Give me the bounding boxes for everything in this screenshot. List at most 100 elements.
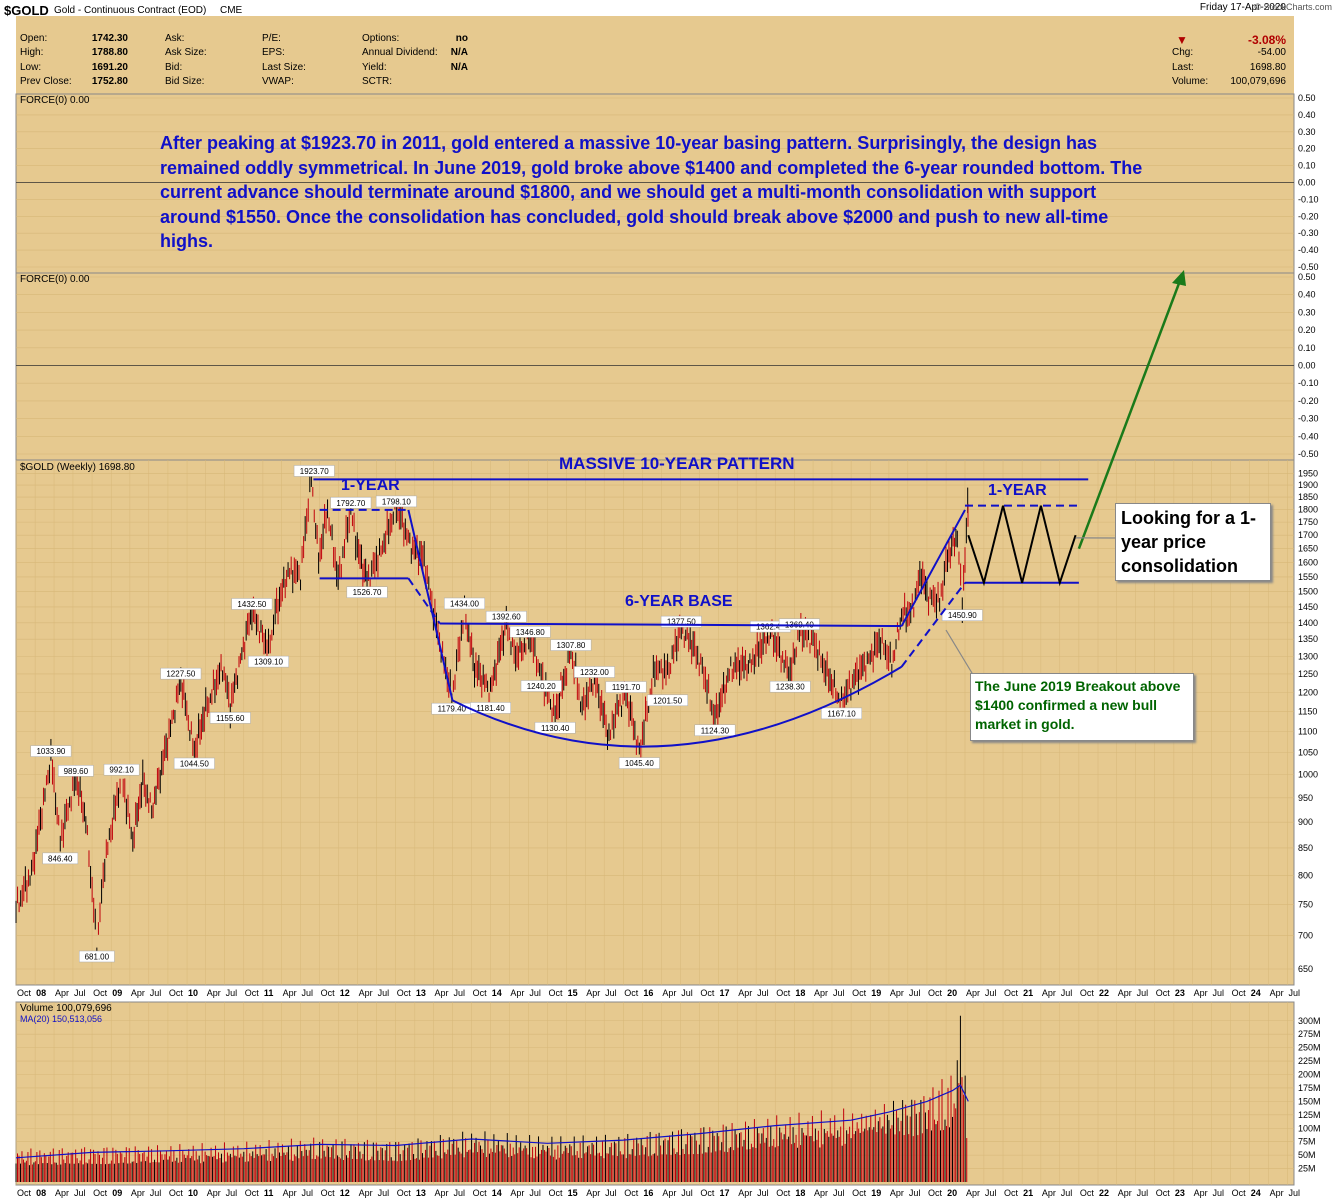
down-arrow-icon: ▼ (1176, 33, 1188, 47)
x-tick-label: Oct (776, 988, 791, 998)
x-tick-label: 14 (492, 1188, 502, 1198)
quote-value: 1752.80 (91, 76, 128, 87)
x-tick-label: 22 (1099, 988, 1109, 998)
price-label-box (103, 763, 140, 776)
six-year-base-line (439, 622, 902, 628)
x-tick-label: Apr (586, 1188, 600, 1198)
price-label: 846.40 (48, 854, 73, 863)
x-tick-label: Oct (1156, 988, 1171, 998)
price-label: 1201.50 (653, 696, 682, 705)
info-panel (16, 16, 1294, 94)
y-tick-label: 75M (1298, 1137, 1316, 1147)
x-tick-label: Apr (207, 988, 221, 998)
quote-label: VWAP: (262, 76, 294, 87)
descending-leg-dashed (407, 577, 441, 625)
force-title: FORCE(0) 0.00 (20, 274, 90, 285)
y-tick-label: 1850 (1298, 492, 1318, 502)
x-tick-label: Apr (1194, 1188, 1208, 1198)
price-label: 992.10 (109, 766, 134, 775)
y-tick-label: 0.00 (1298, 361, 1316, 371)
x-tick-label: Oct (93, 1188, 108, 1198)
x-tick-label: Jul (605, 1188, 617, 1198)
breakout-callout-text: The June 2019 Breakout above $1400 confi… (975, 678, 1181, 732)
quote-value: 1742.30 (91, 33, 128, 44)
y-tick-label: 1450 (1298, 602, 1318, 612)
price-label-box (485, 610, 527, 623)
y-tick-label: 0.40 (1298, 290, 1316, 300)
x-tick-label: Apr (131, 1188, 145, 1198)
y-tick-label: 175M (1298, 1083, 1321, 1093)
x-tick-label: 21 (1023, 988, 1033, 998)
price-label-box (375, 495, 417, 508)
y-tick-label: -0.10 (1298, 194, 1319, 204)
y-tick-label: 700 (1298, 931, 1313, 941)
price-label: 1307.80 (556, 641, 585, 650)
y-tick-label: -0.30 (1298, 228, 1319, 238)
y-tick-label: 100M (1298, 1123, 1321, 1133)
y-tick-label: 1400 (1298, 618, 1318, 628)
price-label-box (550, 639, 592, 651)
x-tick-label: 20 (947, 1188, 957, 1198)
y-tick-label: 0.40 (1298, 110, 1316, 120)
y-tick-label: -0.20 (1298, 396, 1319, 406)
price-label-box (520, 680, 562, 692)
x-tick-label: Oct (548, 1188, 563, 1198)
force-panel-1 (15, 93, 1295, 274)
x-tick-label: Oct (397, 988, 412, 998)
ascending-leg (900, 509, 966, 627)
x-tick-label: Apr (435, 988, 449, 998)
price-label: 1167.10 (827, 709, 856, 718)
y-tick-label: 0.50 (1298, 93, 1316, 103)
massive-pattern-label: MASSIVE 10-YEAR PATTERN (559, 454, 795, 473)
x-tick-label: Apr (1194, 988, 1208, 998)
quote-label: P/E: (262, 33, 281, 44)
x-tick-label: 23 (1175, 1188, 1185, 1198)
y-tick-label: 750 (1298, 899, 1313, 909)
quote-value: 1691.20 (91, 62, 128, 73)
x-tick-label: Jul (378, 988, 390, 998)
y-tick-label: 300M (1298, 1016, 1321, 1026)
y-tick-label: 1250 (1298, 669, 1318, 679)
y-tick-label: 125M (1298, 1110, 1321, 1120)
x-tick-label: Jul (1061, 1188, 1073, 1198)
quote-value: N/A (450, 62, 468, 73)
symbol-label: $GOLD (4, 3, 49, 18)
price-label-box (248, 655, 289, 668)
volume-title: Volume 100,079,696 (20, 1003, 112, 1014)
y-tick-label: 1100 (1298, 727, 1317, 737)
y-tick-label: 1550 (1298, 572, 1318, 582)
x-tick-label: Oct (1232, 988, 1247, 998)
x-tick-label: 22 (1099, 1188, 1109, 1198)
x-tick-label: 19 (871, 1188, 881, 1198)
price-label: 1033.90 (36, 747, 65, 756)
x-tick-label: 08 (36, 1188, 46, 1198)
x-tick-label: Apr (814, 988, 828, 998)
one-year-left-label: 1-YEAR (341, 477, 400, 494)
price-label: 1526.70 (353, 588, 382, 597)
quote-value: no (455, 33, 468, 44)
exchange-label: CME (220, 5, 243, 16)
x-tick-label: Oct (852, 1188, 867, 1198)
price-label-box (694, 724, 736, 737)
y-tick-label: 650 (1298, 964, 1313, 974)
quote-label: Ask Size: (165, 47, 207, 58)
price-label: 1309.10 (254, 658, 283, 667)
price-label: 1392.60 (492, 613, 521, 622)
y-tick-label: 1700 (1298, 530, 1318, 540)
x-tick-label: Jul (226, 1188, 238, 1198)
breakout-pointer (945, 629, 976, 679)
x-tick-label: Jul (1212, 1188, 1224, 1198)
price-label: 1227.50 (166, 670, 195, 679)
symbol-description: Gold - Continuous Contract (EOD) (54, 5, 207, 16)
price-label-box (821, 707, 862, 720)
y-tick-label: 1200 (1298, 687, 1318, 697)
x-tick-label: 10 (188, 1188, 198, 1198)
x-tick-label: Apr (55, 988, 69, 998)
rounded-bottom-curve (452, 665, 903, 748)
price-label-box (160, 667, 202, 680)
quote-value: 1698.80 (1249, 62, 1286, 73)
x-tick-label: 23 (1175, 988, 1185, 998)
price-label: 1792.70 (336, 499, 365, 508)
price-label-box (42, 852, 79, 865)
